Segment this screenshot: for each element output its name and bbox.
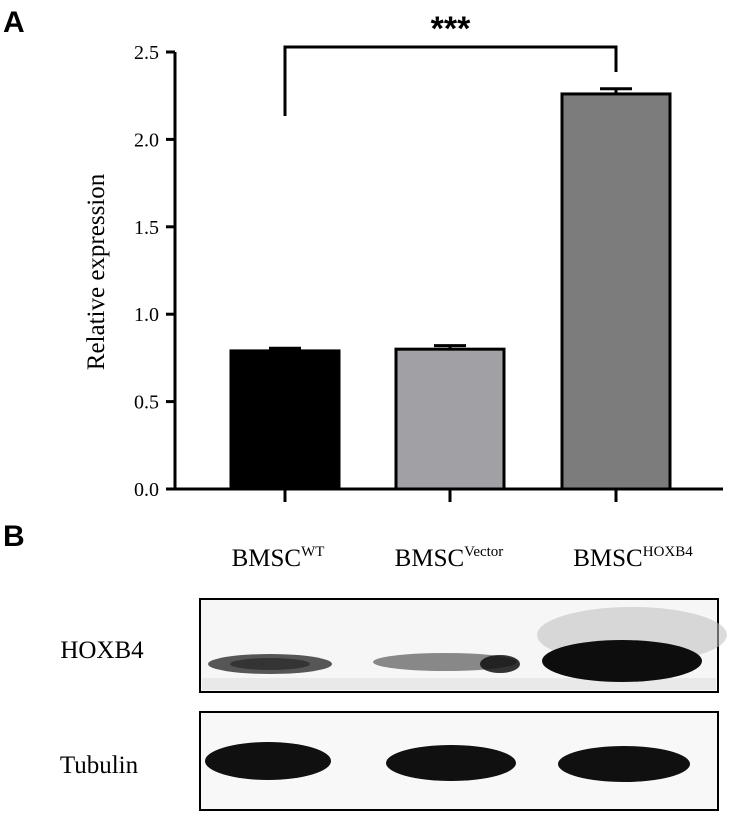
lane-labels: BMSCWT BMSCVector BMSCHOXB4 [232,544,694,572]
y-tick-label: 0.5 [134,392,159,414]
category-label-vector: BMSCVector [395,544,504,572]
blot-row-label-hoxb4: HOXB4 [60,637,144,664]
y-axis: 0.0 0.5 1.0 1.5 2.0 2.5 [134,42,175,501]
significance-line [283,45,618,116]
band-hoxb4-hoxb4 [542,640,702,682]
panel-a-letter: A [3,6,25,39]
y-axis-title: Relative expression [83,173,110,370]
blot-row-label-tubulin: Tubulin [60,752,139,779]
significance-label: *** [431,10,471,48]
y-tick-label: 2.0 [134,129,159,151]
y-tick-label: 2.5 [134,42,159,64]
bar-wt [229,349,341,491]
significance-bracket: *** [283,10,618,116]
x-axis-ticks [283,489,618,502]
bars [229,87,672,491]
y-tick-label: 1.0 [134,304,159,326]
category-label-wt: BMSCWT [232,544,325,572]
category-label-hoxb4: BMSCHOXB4 [573,544,693,572]
y-tick-label: 0.0 [134,479,159,501]
band-tubulin-vector [386,745,516,781]
blot-strip-hoxb4 [199,598,727,693]
panel-b-letter: B [3,520,25,553]
band-tubulin-hoxb4 [558,746,690,782]
y-tick-label: 1.5 [134,217,159,239]
bar-chart: Relative expression 0.0 0.5 1.0 1.5 2.0 2.5 *… [83,10,723,502]
western-blot: HOXB4 Tubulin [60,598,727,811]
band-tubulin-wt [205,742,331,780]
bar-vector [394,347,506,491]
bar-hoxb4 [560,92,672,491]
blot-strip-tubulin [199,711,719,811]
